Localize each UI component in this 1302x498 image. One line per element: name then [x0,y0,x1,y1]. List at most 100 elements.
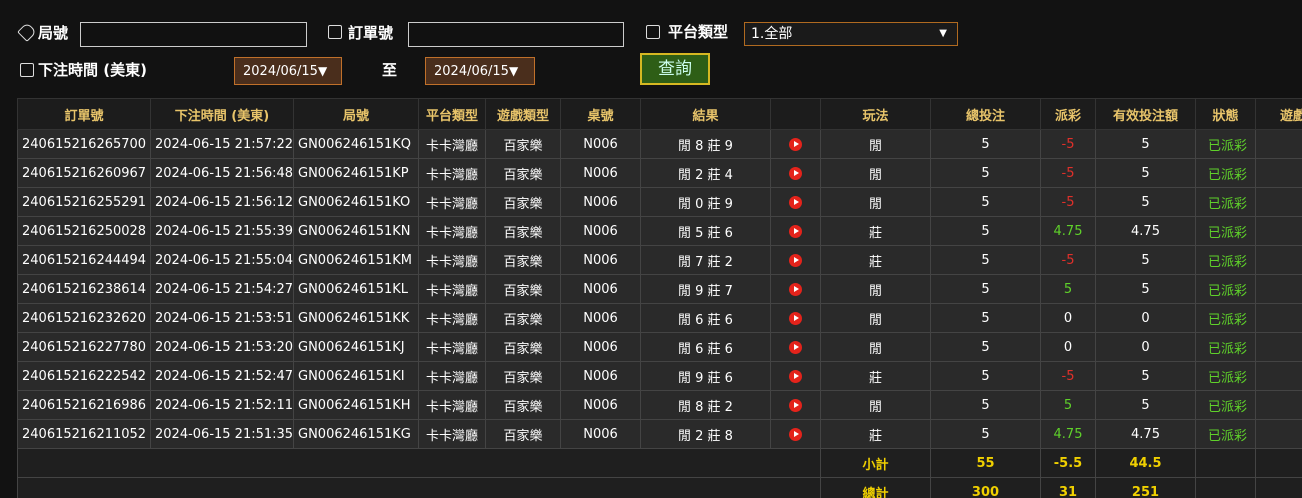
total-row: 總計 300 31 251 [17,477,1302,498]
column-header: 結果 [640,98,771,130]
replay-icon[interactable] [789,340,802,354]
record-row: 240615216232620 2024-06-15 21:53:51 GN0062… [17,303,1302,333]
cell: 百家樂 [485,303,561,333]
cell: 240615216222542 [17,361,151,391]
subtotal-row: 小計 55 -5.5 44.5 [17,448,1302,478]
replay-icon[interactable] [789,311,802,325]
date-to[interactable]: 2024/06/15 [425,57,535,85]
cell: 卡卡灣廳 [418,303,486,333]
cell: 莊 [820,245,931,275]
cell-empty [1195,448,1256,478]
cell: 5 [930,274,1041,304]
cell: 閒 [820,303,931,333]
replay-cell [770,419,821,449]
cell-empty [1255,477,1302,498]
cell: 240615216255291 [17,187,151,217]
cell-empty [17,477,821,498]
replay-icon[interactable] [789,224,802,238]
calendar-icon [20,63,34,77]
cell: 卡卡灣廳 [418,332,486,362]
replay-cell [770,390,821,420]
record-row: 240615216250028 2024-06-15 21:55:39 GN0062… [17,216,1302,246]
cell: 百家樂 [485,274,561,304]
record-row: 240615216238614 2024-06-15 21:54:27 GN0062… [17,274,1302,304]
replay-icon[interactable] [789,195,802,209]
cell: 5 [930,158,1041,188]
tag-icon [17,22,37,42]
cell: 卡卡灣廳 [418,129,486,159]
date-from[interactable]: 2024/06/15 [234,57,342,85]
cell: 閒 8 莊 2 [640,390,771,420]
cell-empty [1255,361,1302,391]
replay-icon[interactable] [789,427,802,441]
cell: 4.75 [1040,419,1096,449]
cell-empty [1255,187,1302,217]
column-header: 總投注 [930,98,1041,130]
cell: 5 [1095,274,1196,304]
column-header: 狀態 [1195,98,1256,130]
cell: 百家樂 [485,245,561,275]
cell: N006 [560,245,641,275]
cell: 5 [1095,361,1196,391]
subtotal-label: 小計 [820,448,931,478]
cell: 閒 [820,129,931,159]
cell: 已派彩 [1195,332,1256,362]
cell: N006 [560,158,641,188]
order-icon [328,25,342,39]
cell-empty [1255,448,1302,478]
cell: 240615216216986 [17,390,151,420]
cell: 卡卡灣廳 [418,187,486,217]
cell: 莊 [820,216,931,246]
cell: 閒 [820,158,931,188]
replay-icon[interactable] [789,282,802,296]
cell: N006 [560,187,641,217]
cell: 2024-06-15 21:57:22 [150,129,294,159]
search-button[interactable]: 查詢 [640,53,710,85]
cell: GN006246151KH [293,390,419,420]
cell: 卡卡灣廳 [418,274,486,304]
replay-icon[interactable] [789,398,802,412]
cell: 240615216227780 [17,332,151,362]
cell: 4.75 [1095,216,1196,246]
cell-empty [1255,216,1302,246]
platform-label: 平台類型 [668,23,729,41]
cell: 閒 [820,390,931,420]
cell: 百家樂 [485,361,561,391]
cell: 百家樂 [485,216,561,246]
cell: 240615216238614 [17,274,151,304]
record-row: 240615216255291 2024-06-15 21:56:12 GN0062… [17,187,1302,217]
cell: N006 [560,129,641,159]
cell: 240615216260967 [17,158,151,188]
total-bet: 300 [930,477,1041,498]
cell: GN006246151KK [293,303,419,333]
cell-empty [1255,303,1302,333]
cell: 5 [1040,390,1096,420]
column-header: 遊戲 [1255,98,1302,130]
cell: 閒 2 莊 8 [640,419,771,449]
replay-icon[interactable] [789,369,802,383]
subtotal-payout: -5.5 [1040,448,1096,478]
replay-icon[interactable] [789,166,802,180]
cell: 5 [1095,245,1196,275]
cell: N006 [560,361,641,391]
table-wrap: 訂單號 下注時間 (美東) 局號 平台類型 遊戲類型 桌號 結果 玩法 總投注 派彩 有效投注額 狀態… [17,98,1302,498]
round-input[interactable] [80,22,307,47]
cell: 閒 2 莊 4 [640,158,771,188]
replay-icon[interactable] [789,137,802,151]
cell: 卡卡灣廳 [418,361,486,391]
platform-select[interactable]: 1.全部 [744,22,958,46]
search-text: 查詢 [658,59,692,79]
cell-empty [1255,274,1302,304]
column-header: 局號 [293,98,419,130]
cell: -5 [1040,245,1096,275]
cell-empty [1255,129,1302,159]
cell: 0 [1095,303,1196,333]
order-input[interactable] [408,22,624,47]
cell: 5 [930,303,1041,333]
cell: 2024-06-15 21:52:47 [150,361,294,391]
cell: 卡卡灣廳 [418,390,486,420]
replay-icon[interactable] [789,253,802,267]
cell: 已派彩 [1195,419,1256,449]
cell: GN006246151KL [293,274,419,304]
record-row: 240615216227780 2024-06-15 21:53:20 GN0062… [17,332,1302,362]
